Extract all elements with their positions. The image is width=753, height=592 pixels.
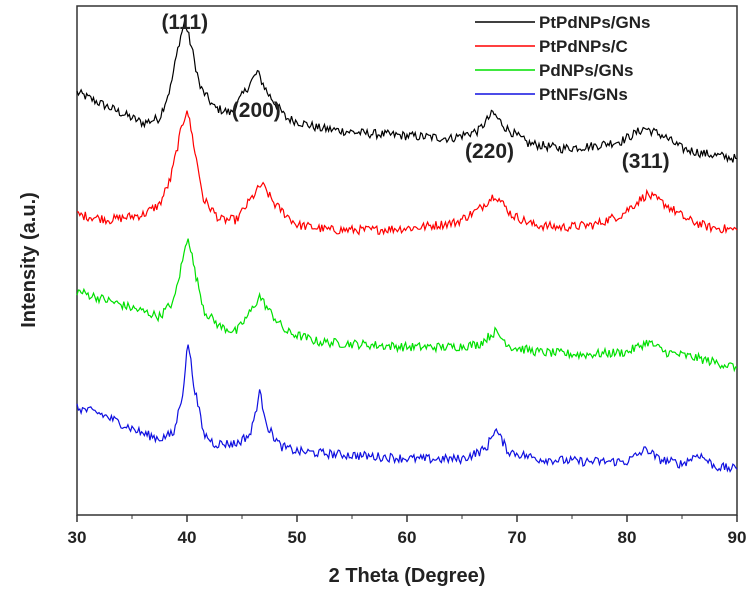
x-tick-label: 50 (288, 528, 307, 547)
peak-label: (111) (161, 11, 208, 34)
legend-label: PdNPs/GNs (539, 61, 633, 80)
series-line-2 (76, 110, 738, 236)
series-layer (76, 19, 738, 473)
x-tick-label: 40 (178, 528, 197, 547)
y-axis-title: Intensity (a.u.) (18, 192, 40, 328)
x-tick-label: 80 (618, 528, 637, 547)
legend-label: PtPdNPs/C (539, 37, 628, 56)
legend: PtPdNPs/GNs PtPdNPs/C PdNPs/GNs PtNFs/GNs (475, 13, 650, 104)
series-line-1 (76, 19, 738, 164)
x-axis-title: 2 Theta (Degree) (329, 565, 486, 587)
x-axis-ticks: 30 40 50 60 70 80 90 (68, 515, 747, 547)
peak-labels: (111) (200) (220) (311) (161, 11, 669, 173)
legend-label: PtPdNPs/GNs (539, 13, 650, 32)
series-line-4 (76, 344, 738, 473)
x-tick-label: 70 (508, 528, 527, 547)
peak-label: (311) (622, 150, 670, 173)
x-tick-label: 30 (68, 528, 87, 547)
series-line-3 (76, 238, 738, 373)
legend-label: PtNFs/GNs (539, 85, 628, 104)
x-tick-label: 60 (398, 528, 417, 547)
peak-label: (220) (465, 140, 514, 163)
plot-frame (76, 5, 738, 516)
x-tick-label: 90 (728, 528, 747, 547)
peak-label: (200) (232, 99, 281, 122)
